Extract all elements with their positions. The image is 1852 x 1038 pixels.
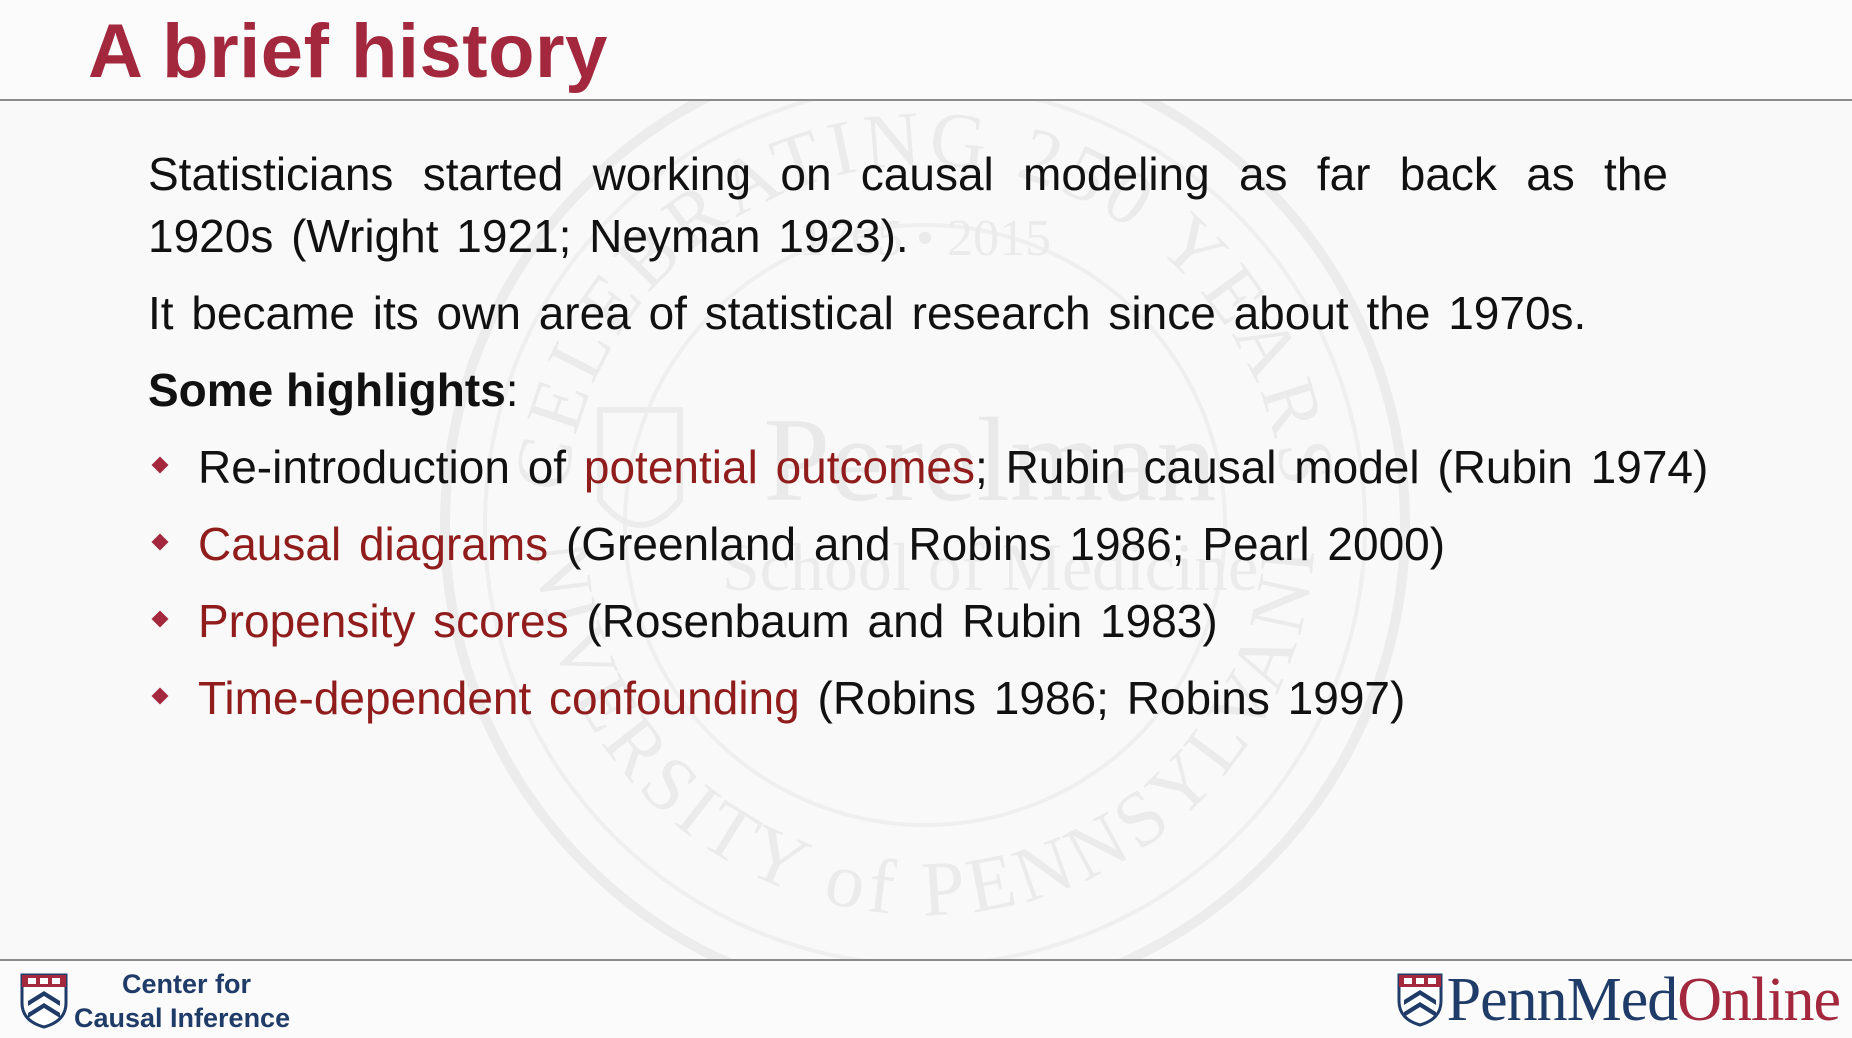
bullet-suffix: ; Rubin causal model (Rubin 1974) — [975, 441, 1709, 493]
diamond-bullet-icon — [151, 610, 169, 628]
highlights-colon: : — [505, 364, 519, 416]
highlights-heading: Some highlights: — [148, 359, 1708, 421]
list-item: Causal diagrams (Greenland and Robins 19… — [148, 513, 1708, 575]
footer-divider — [0, 959, 1852, 961]
bullet-prefix: Re-introduction of — [198, 441, 584, 493]
seal-name: Perelman — [763, 393, 1216, 526]
center-line-2: Causal Inference — [74, 1003, 291, 1033]
diamond-bullet-icon — [151, 533, 169, 551]
seal-school: School of Medicine — [722, 529, 1258, 605]
bullet-suffix: (Robins 1986; Robins 1997) — [799, 672, 1406, 724]
seal-shield-icon — [597, 407, 683, 528]
header-divider — [0, 99, 1852, 101]
penn-shield-icon — [1397, 973, 1443, 1027]
bullet-term: Propensity scores — [198, 595, 569, 647]
seal-years: 1765 • 2015 — [799, 210, 1051, 267]
slide-header: A brief history — [0, 0, 1852, 101]
diamond-bullet-icon — [151, 687, 169, 705]
slide-title: A brief history — [88, 9, 608, 94]
highlights-label: Some highlights — [148, 364, 506, 416]
slide-footer: Center for Causal Inference PennMedOnlin… — [0, 961, 1852, 1038]
logo-part-online: Online — [1677, 966, 1841, 1034]
bullet-term: Time-dependent confounding — [198, 672, 800, 724]
list-item: Time-dependent confounding (Robins 1986;… — [148, 667, 1708, 729]
pennmed-logo-text: PennMedOnline — [1446, 965, 1841, 1035]
bullet-suffix: (Rosenbaum and Rubin 1983) — [568, 595, 1218, 647]
pennmed-online-logo: PennMedOnline — [1397, 963, 1841, 1037]
highlights-list: Re-introduction of potential outcomes; R… — [148, 436, 1708, 729]
penn-shield-icon — [20, 973, 68, 1029]
center-line-1: Center for — [122, 969, 252, 999]
slide-body: Statisticians started working on causal … — [148, 143, 1708, 744]
list-item: Re-introduction of potential outcomes; R… — [148, 436, 1744, 498]
bullet-suffix: (Greenland and Robins 1986; Pearl 2000) — [548, 518, 1446, 570]
list-item: Propensity scores (Rosenbaum and Rubin 1… — [148, 590, 1708, 652]
bullet-term: potential outcomes — [583, 441, 976, 493]
diamond-bullet-icon — [151, 456, 169, 474]
bullet-term: Causal diagrams — [198, 518, 549, 570]
center-logo-text: Center for Causal Inference — [74, 967, 334, 1035]
research-paragraph: It became its own area of statistical re… — [148, 287, 1587, 339]
logo-part-pennmed: PennMed — [1446, 966, 1679, 1034]
intro-paragraph: Statisticians started working on causal … — [148, 148, 1668, 262]
seal-watermark: CELEBRATING 250 YEARS UNIVERSITY of PENN… — [430, 30, 1410, 1010]
